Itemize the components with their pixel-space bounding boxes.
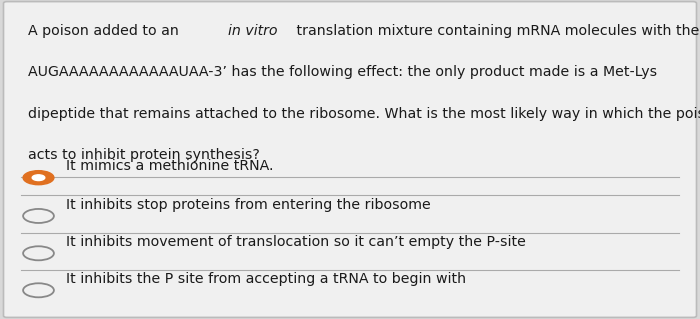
- Text: A poison added to an: A poison added to an: [28, 24, 183, 38]
- Text: in vitro: in vitro: [228, 24, 278, 38]
- Text: It inhibits movement of translocation so it can’t empty the P-site: It inhibits movement of translocation so…: [66, 235, 526, 249]
- FancyBboxPatch shape: [4, 2, 696, 317]
- Text: acts to inhibit protein synthesis?: acts to inhibit protein synthesis?: [28, 148, 260, 162]
- Text: AUGAAAAAAAAAAAAUAA-3’ has the following effect: the only product made is a Met-L: AUGAAAAAAAAAAAAUAA-3’ has the following …: [28, 65, 657, 79]
- Text: It inhibits stop proteins from entering the ribosome: It inhibits stop proteins from entering …: [66, 198, 431, 212]
- Text: translation mixture containing mRNA molecules with the sequence 5’-: translation mixture containing mRNA mole…: [293, 24, 700, 38]
- Circle shape: [32, 175, 45, 181]
- Text: dipeptide that remains attached to the ribosome. What is the most likely way in : dipeptide that remains attached to the r…: [28, 107, 700, 121]
- Text: It inhibits the P site from accepting a tRNA to begin with: It inhibits the P site from accepting a …: [66, 272, 467, 286]
- Circle shape: [23, 171, 54, 185]
- Text: It mimics a methionine tRNA.: It mimics a methionine tRNA.: [66, 160, 274, 174]
